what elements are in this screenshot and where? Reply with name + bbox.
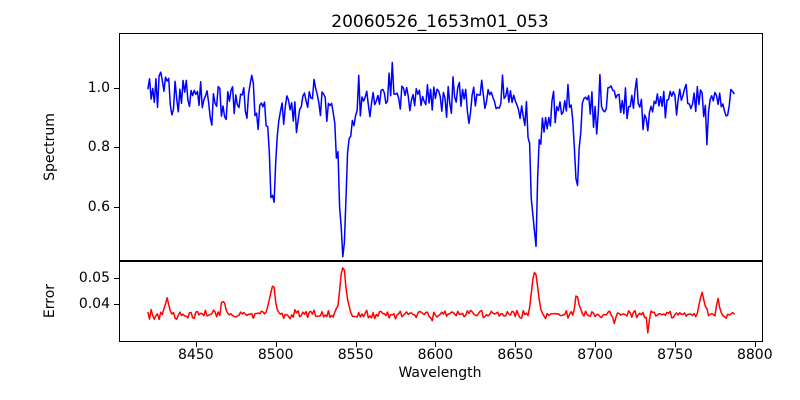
x-tick-mark — [435, 342, 437, 347]
y-tick-mark — [114, 87, 119, 89]
x-tick-label: 8500 — [257, 347, 294, 363]
y-tick-label: 0.8 — [87, 139, 110, 156]
spectrum-axes — [119, 33, 763, 261]
x-tick-mark — [595, 342, 597, 347]
error-line — [147, 267, 735, 334]
y-tick-mark — [114, 277, 119, 279]
error-axes — [119, 261, 763, 342]
x-tick-label: 8550 — [337, 347, 374, 363]
y-tick-label: 0.05 — [78, 269, 110, 286]
y-tick-mark — [114, 147, 119, 149]
plot-title: 20060526_1653m01_053 — [331, 12, 549, 32]
x-tick-mark — [195, 342, 197, 347]
x-axis-label: Wavelength — [398, 365, 482, 381]
x-tick-label: 8600 — [417, 347, 454, 363]
x-tick-label: 8800 — [736, 347, 773, 363]
x-tick-label: 8700 — [577, 347, 613, 363]
x-tick-label: 8450 — [178, 347, 214, 363]
x-tick-label: 8650 — [497, 347, 534, 363]
x-tick-mark — [355, 342, 357, 347]
spectrum-y-axis-label: Spectrum — [42, 113, 58, 181]
y-tick-label: 1.0 — [87, 79, 110, 96]
y-tick-label: 0.04 — [78, 296, 110, 313]
x-tick-mark — [674, 342, 676, 347]
y-tick-mark — [114, 207, 119, 209]
error-y-axis-label: Error — [42, 283, 58, 319]
spectrum-line — [147, 61, 735, 258]
y-tick-mark — [114, 304, 119, 306]
y-tick-label: 0.6 — [87, 199, 110, 216]
x-tick-label: 8750 — [657, 347, 693, 363]
x-tick-mark — [754, 342, 756, 347]
x-tick-mark — [275, 342, 277, 347]
x-tick-mark — [515, 342, 517, 347]
